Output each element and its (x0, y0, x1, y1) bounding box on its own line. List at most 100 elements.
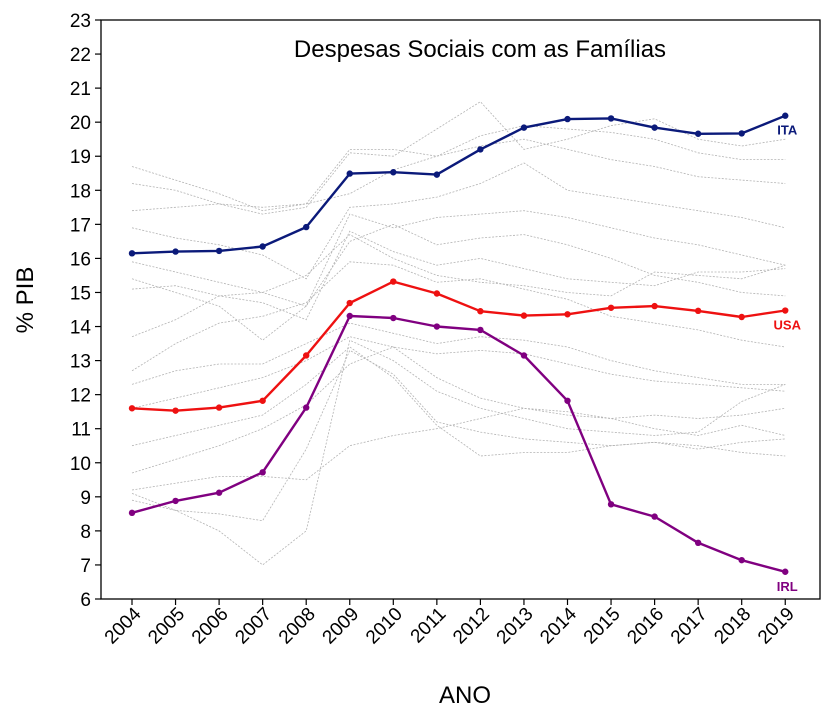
data-point-irl (738, 556, 745, 564)
x-tick-label: 2007 (231, 604, 276, 649)
y-tick-label: 16 (70, 249, 91, 270)
y-axis-title: % PIB (12, 267, 39, 334)
y-tick-label: 17 (70, 215, 91, 236)
background-series-line (131, 162, 786, 280)
data-point-usa (303, 352, 310, 359)
background-series-line (131, 101, 786, 215)
background-series-line (131, 230, 786, 321)
background-series-line (131, 349, 786, 522)
background-series-line (131, 210, 786, 307)
data-point-ita (128, 250, 136, 257)
y-tick-label: 21 (70, 79, 91, 100)
x-tick-label: 2019 (754, 604, 799, 649)
data-point-irl (390, 314, 397, 322)
data-point-usa (564, 311, 571, 318)
y-tick-label: 14 (70, 318, 92, 339)
x-tick-label: 2013 (493, 604, 538, 649)
y-tick-label: 9 (80, 488, 91, 509)
data-point-ita (694, 130, 702, 137)
x-tick-label: 2009 (319, 604, 364, 649)
data-point-usa (651, 302, 658, 310)
y-tick-label: 7 (80, 556, 91, 577)
data-point-ita (433, 171, 441, 178)
data-point-usa (346, 299, 353, 307)
data-point-ita (520, 124, 528, 131)
y-tick-label: 10 (70, 454, 91, 475)
data-point-ita (651, 124, 658, 131)
data-point-irl (433, 323, 441, 330)
y-tick-label: 15 (70, 283, 91, 304)
chart-title: Despesas Sociais com as Famílias (294, 36, 666, 63)
background-series-line (131, 407, 786, 491)
data-point-ita (782, 112, 789, 119)
background-series-line (131, 261, 786, 372)
data-point-irl (564, 397, 571, 404)
y-tick-label: 11 (71, 420, 91, 441)
data-point-irl (520, 352, 528, 359)
data-point-ita (607, 115, 615, 122)
x-tick-label: 2011 (407, 604, 451, 648)
x-tick-label: 2010 (362, 604, 407, 649)
x-tick-label: 2006 (188, 604, 233, 649)
x-tick-label: 2017 (667, 604, 712, 649)
background-series-line (131, 125, 786, 212)
background-series-line (131, 234, 786, 338)
series-line-irl (131, 314, 786, 573)
background-series-line (131, 322, 786, 385)
data-point-ita (564, 115, 571, 123)
series-label-irl: IRL (777, 579, 798, 594)
y-tick-label: 18 (70, 181, 91, 202)
data-point-usa (128, 405, 136, 412)
x-axis-title: ANO (439, 682, 491, 709)
data-point-ita (172, 248, 179, 255)
highlight-series-group: ITA USA IRL (128, 112, 802, 594)
data-point-ita (303, 223, 310, 231)
y-tick-label: 23 (70, 11, 91, 32)
series-line-ita (131, 114, 786, 255)
data-point-ita (215, 247, 223, 255)
y-tick-label: 13 (70, 352, 91, 373)
data-point-irl (215, 489, 223, 496)
series-label-usa: USA (774, 318, 802, 333)
data-point-irl (303, 404, 310, 411)
y-tick-label: 8 (80, 522, 91, 543)
y-tick-label: 19 (70, 147, 91, 168)
data-point-usa (520, 312, 528, 319)
y-tick-label: 6 (80, 590, 91, 611)
x-tick-label: 2004 (101, 603, 146, 648)
data-point-usa (433, 290, 441, 297)
data-point-usa (390, 278, 397, 285)
background-series-group (131, 101, 786, 566)
x-tick-label: 2016 (623, 604, 668, 649)
data-point-usa (782, 307, 789, 314)
x-tick-label: 2005 (144, 604, 189, 649)
x-tick-label: 2012 (449, 604, 494, 649)
data-point-irl (477, 326, 484, 334)
background-series-line (131, 346, 786, 457)
data-point-irl (259, 469, 266, 476)
background-series-line (131, 223, 786, 341)
data-point-ita (390, 169, 397, 176)
data-point-irl (172, 497, 179, 505)
series-line-usa (131, 280, 786, 412)
background-series-line (131, 336, 786, 409)
data-point-ita (477, 146, 484, 153)
x-tick-label: 2014 (536, 603, 581, 648)
data-point-usa (607, 304, 615, 311)
data-point-irl (346, 312, 353, 320)
data-point-ita (259, 243, 266, 250)
data-point-ita (738, 130, 745, 137)
plot-frame (100, 19, 821, 600)
x-tick-label: 2015 (580, 604, 625, 649)
data-point-usa (738, 313, 745, 321)
data-point-irl (651, 513, 658, 520)
y-tick-label: 12 (70, 386, 91, 407)
background-series-line (131, 339, 786, 566)
series-label-ita: ITA (777, 123, 798, 138)
data-point-ita (346, 170, 353, 177)
background-series-line (131, 138, 786, 212)
x-tick-label: 2018 (710, 604, 755, 649)
data-point-usa (477, 308, 484, 315)
x-tick-label: 2008 (275, 604, 320, 649)
